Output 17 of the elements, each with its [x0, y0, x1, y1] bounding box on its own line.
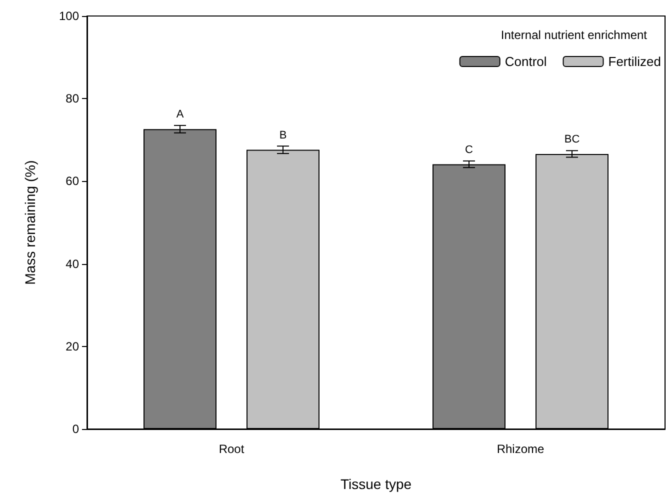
data-label: BC: [564, 133, 580, 146]
x-tick-label: Rhizome: [496, 442, 544, 456]
y-tick-label: 20: [66, 339, 80, 354]
y-tick-label: 100: [58, 9, 80, 23]
y-tick-label: 60: [66, 174, 80, 188]
y-axis-title: Mass remaining (%): [22, 160, 38, 285]
y-tick-label: 80: [66, 92, 80, 106]
data-label: C: [465, 144, 474, 156]
y-tick-label: 0: [72, 422, 80, 436]
legend-label: Control: [504, 54, 547, 69]
x-tick-label: Root: [218, 442, 245, 456]
y-tick-label: 40: [66, 256, 80, 271]
legend-title: Internal nutrient enrichment: [500, 28, 648, 42]
x-axis-title: Tissue type: [340, 476, 412, 492]
data-label: B: [279, 129, 287, 142]
data-label: A: [176, 108, 184, 121]
legend-label: Fertilized: [608, 54, 662, 69]
